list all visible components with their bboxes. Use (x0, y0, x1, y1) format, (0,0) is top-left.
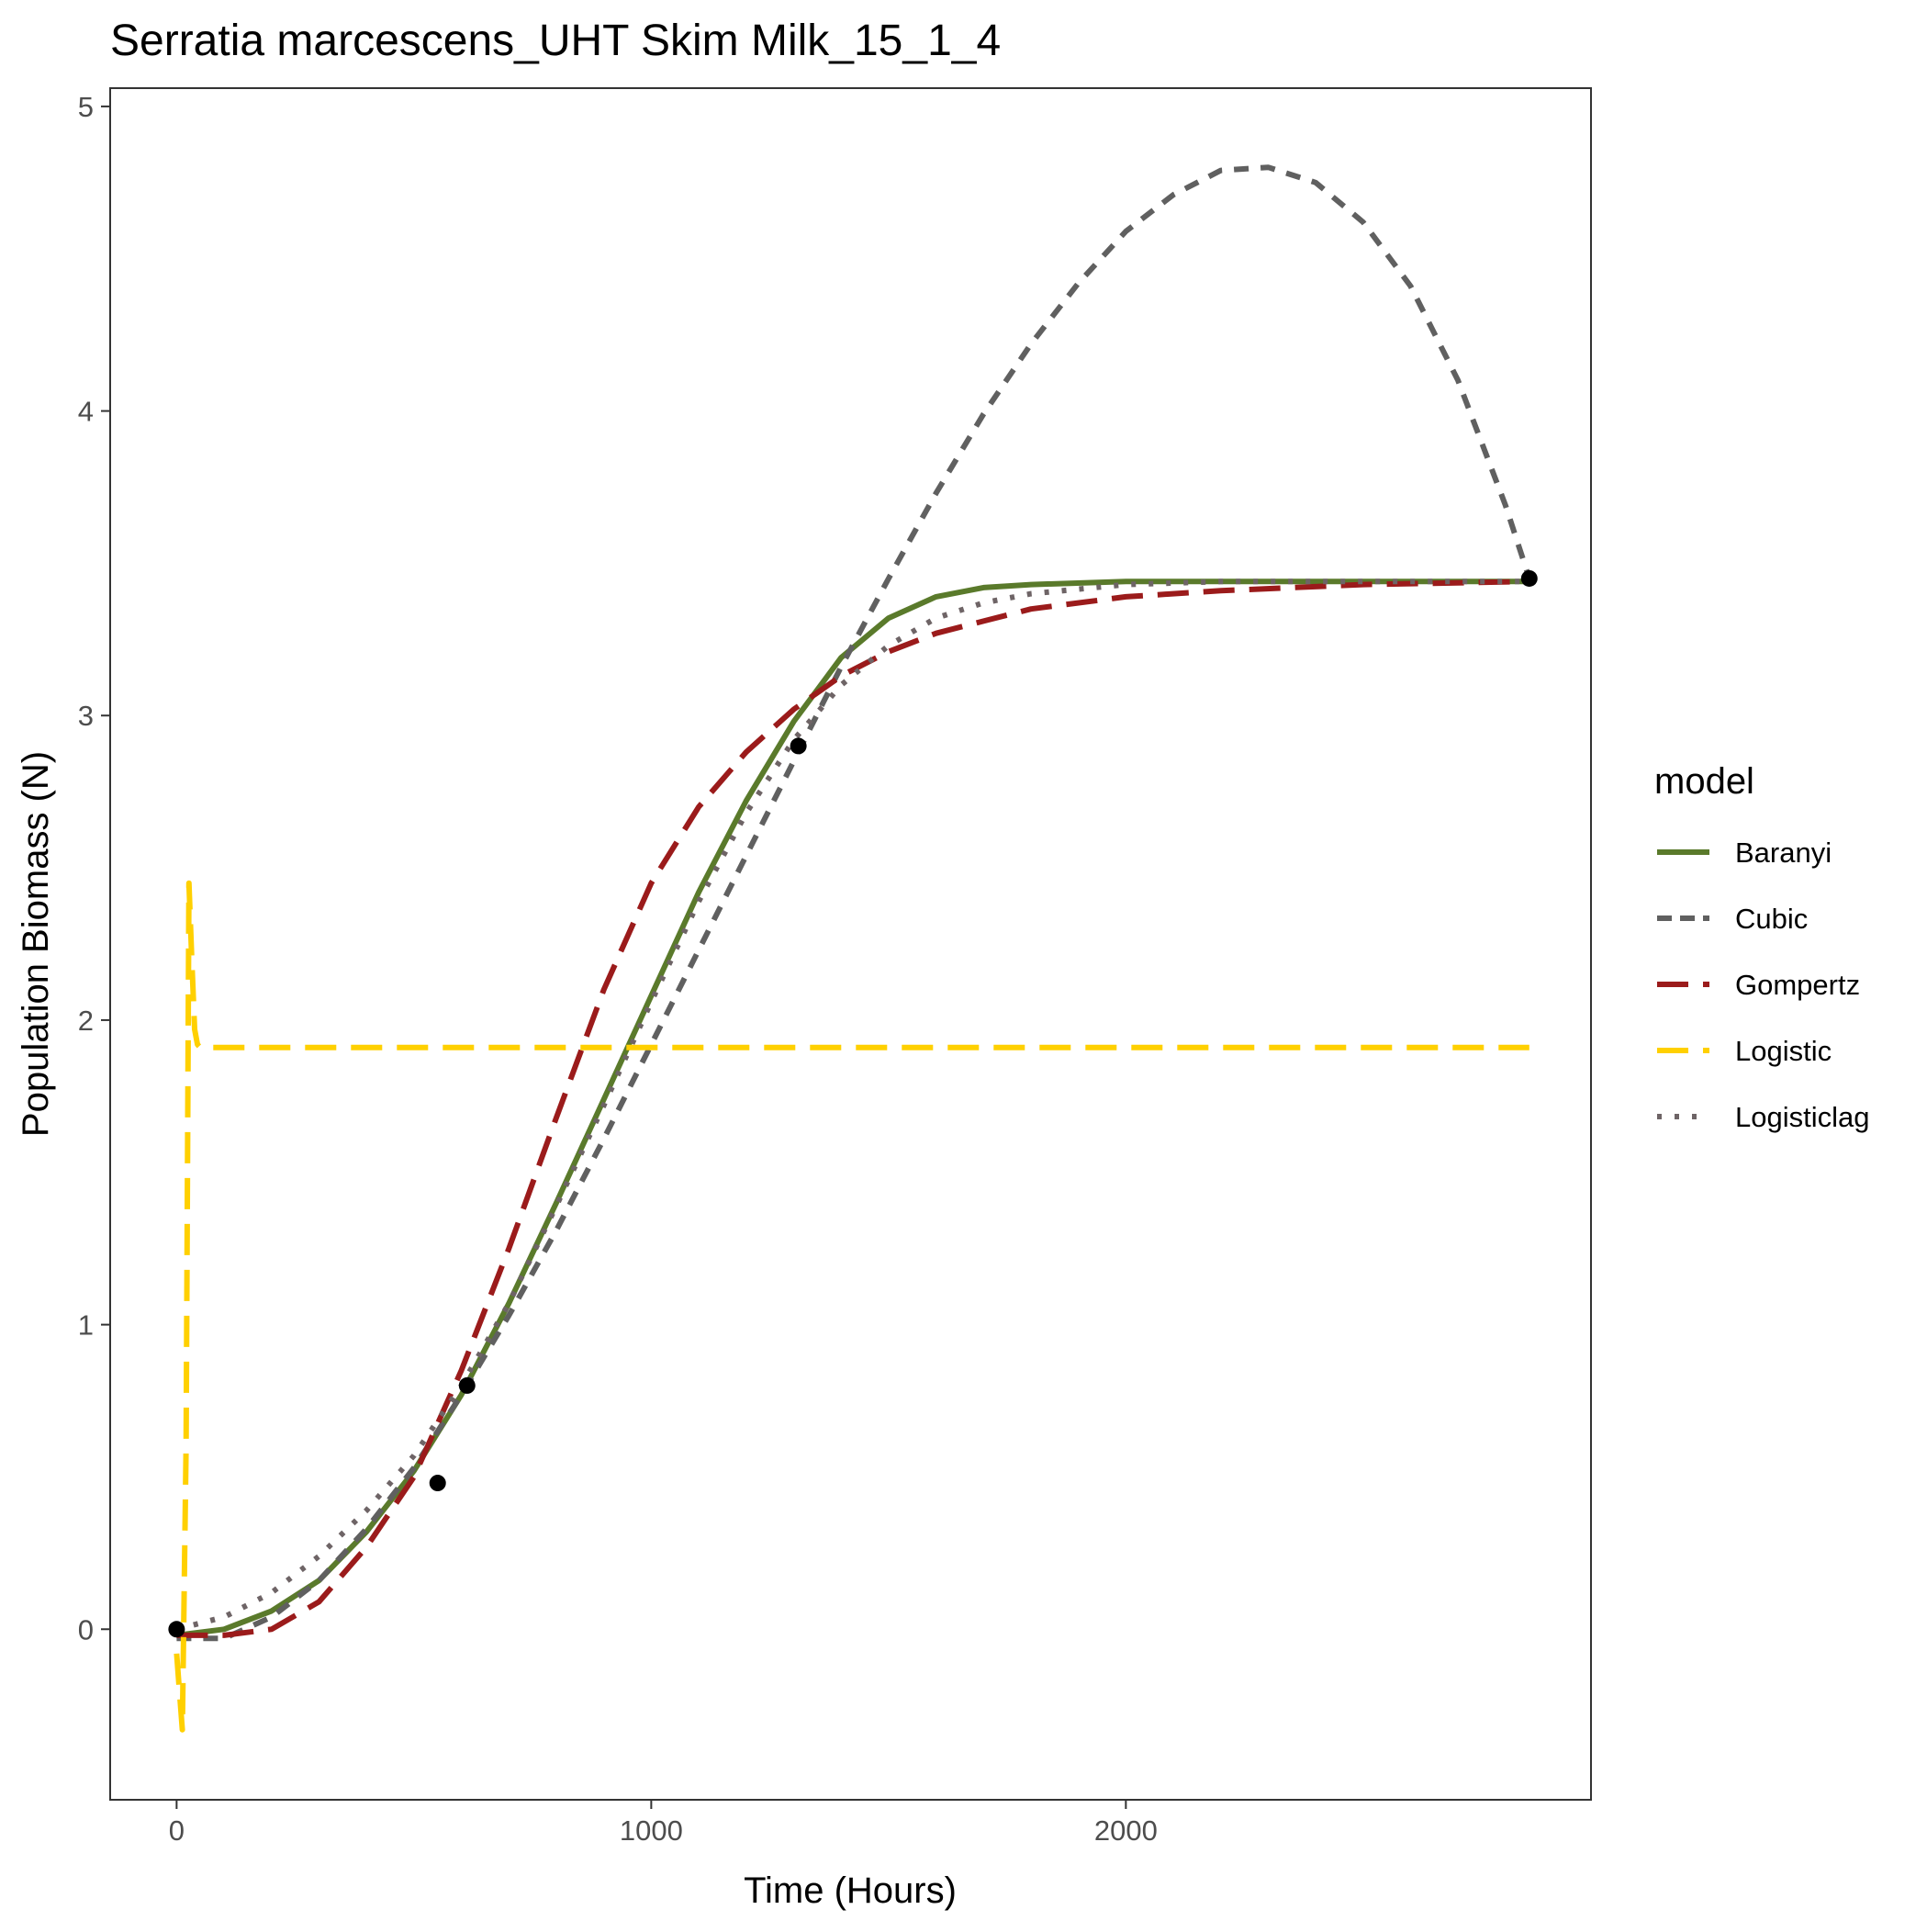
y-tick-label: 2 (78, 1005, 94, 1037)
y-tick-label: 4 (78, 396, 94, 428)
x-tick-label: 1000 (620, 1814, 683, 1847)
data-point (1520, 569, 1538, 587)
chart-title: Serratia marcescens_UHT Skim Milk_15_1_4 (110, 17, 1001, 65)
x-tick-label: 0 (169, 1814, 185, 1847)
data-point (168, 1621, 185, 1638)
y-tick-label: 0 (78, 1613, 94, 1646)
legend-label: Gompertz (1735, 969, 1860, 1001)
legend-item-logistic: Logistic (1657, 1035, 1832, 1067)
data-point (429, 1475, 446, 1492)
legend: model Baranyi Cubic Gompertz Logistic Logist… (1654, 761, 1869, 1133)
legend-label: Logistic (1735, 1035, 1832, 1067)
series-line-logisticlag (175, 578, 1529, 1633)
legend-item-cubic: Cubic (1657, 903, 1808, 935)
legend-label: Logisticlag (1735, 1101, 1869, 1133)
x-axis-title: Time (Hours) (744, 1870, 957, 1911)
y-axis-title: Population Biomass (N) (16, 751, 56, 1137)
axes: 0 1000 2000 0 1 2 3 4 5 (78, 91, 1158, 1847)
legend-label: Cubic (1735, 903, 1808, 935)
series-line-logistic (174, 880, 1529, 1733)
legend-item-logisticlag: Logisticlag (1657, 1101, 1869, 1133)
data-point (790, 737, 807, 755)
y-tick-label: 3 (78, 700, 94, 732)
legend-label: Baranyi (1735, 837, 1832, 869)
legend-item-baranyi: Baranyi (1657, 837, 1832, 869)
legend-item-gompertz: Gompertz (1657, 969, 1860, 1001)
y-tick-label: 5 (78, 91, 94, 123)
legend-title: model (1654, 761, 1754, 802)
series-line-gompertz (176, 578, 1529, 1638)
plot-area (168, 164, 1538, 1733)
panel-border (109, 87, 1592, 1801)
x-tick-label: 2000 (1094, 1814, 1158, 1847)
series-line-baranyi (176, 578, 1529, 1638)
series-line-cubic (176, 164, 1532, 1642)
y-tick-label: 1 (78, 1309, 94, 1342)
data-point (458, 1376, 476, 1394)
